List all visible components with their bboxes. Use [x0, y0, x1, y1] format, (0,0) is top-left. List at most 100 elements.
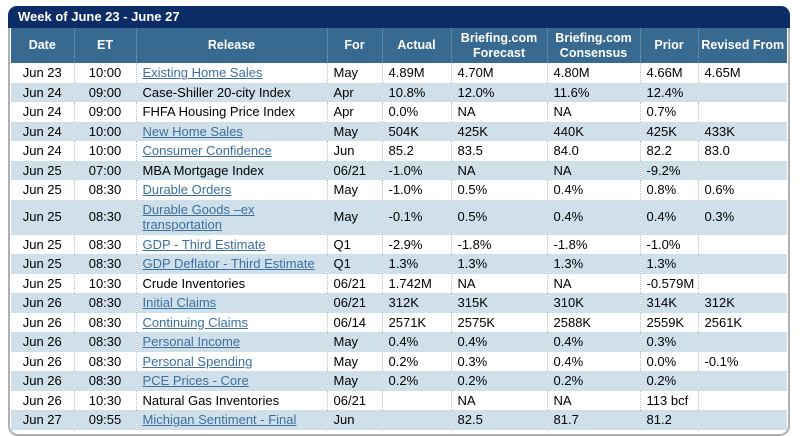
- cell-consensus: 84.0: [546, 141, 640, 161]
- cell-date: Jun 25: [22, 182, 62, 197]
- cell-consensus: NA: [546, 273, 640, 293]
- release-link[interactable]: Michigan Sentiment - Final: [142, 412, 297, 427]
- cell-revised: [697, 410, 787, 430]
- col-header-for: For: [326, 28, 382, 63]
- cell-for: Q1: [326, 234, 382, 254]
- cell-et: 10:00: [73, 63, 136, 83]
- cell-et: 08:30: [73, 293, 136, 313]
- cell-actual: [381, 410, 451, 430]
- cell-actual: 504K: [381, 121, 451, 141]
- cell-release: Personal Income: [135, 332, 327, 352]
- cell-release: Consumer Confidence: [135, 141, 327, 161]
- cell-forecast: 0.5%: [450, 180, 547, 200]
- cell-release: GDP Deflator - Third Estimate: [135, 254, 327, 274]
- cell-prior: 0.7%: [639, 102, 698, 122]
- cell-actual: 1.3%: [381, 254, 451, 274]
- cell-for: Jun: [326, 141, 382, 161]
- cell-et: 10:00: [73, 121, 136, 141]
- cell-actual: 0.2%: [381, 371, 451, 391]
- cell-consensus: 4.80M: [546, 63, 640, 83]
- cell-for: May: [326, 63, 382, 83]
- col-header-briefing-forecast: Briefing.com Forecast: [450, 28, 547, 63]
- table-row: Jun 25 10:30 Crude Inventories 06/21 1.742M N…: [11, 273, 787, 293]
- cell-date: Jun 26: [22, 334, 62, 349]
- cell-actual: 0.0%: [381, 102, 451, 122]
- col-header-actual: Actual: [381, 28, 451, 63]
- release-link[interactable]: GDP Deflator - Third Estimate: [142, 256, 315, 271]
- cell-et: 09:00: [73, 102, 136, 122]
- cell-revised: -0.1%: [697, 351, 787, 371]
- cell-revised: [697, 102, 787, 122]
- cell-et: 10:30: [73, 390, 136, 410]
- cell-release: PCE Prices - Core: [135, 371, 327, 391]
- release-link[interactable]: Personal Spending: [142, 353, 253, 369]
- cell-forecast: 0.4%: [450, 332, 547, 352]
- page-title: Week of June 23 - June 27: [18, 9, 180, 24]
- cell-actual: -1.0%: [381, 180, 451, 200]
- cell-date: Jun 25: [22, 209, 62, 225]
- cell-prior: 4.66M: [639, 63, 698, 83]
- release-link[interactable]: Existing Home Sales: [142, 65, 263, 80]
- week-title-bar: Week of June 23 - June 27: [8, 6, 790, 28]
- cell-consensus: 0.4%: [546, 199, 640, 235]
- release-link[interactable]: New Home Sales: [142, 123, 243, 139]
- release-link[interactable]: GDP - Third Estimate: [142, 236, 266, 252]
- table-row: Jun 26 08:30 Personal Spending May 0.2% 0.3% 0…: [11, 351, 787, 371]
- cell-for: 06/21: [326, 273, 382, 293]
- col-header-revised-from: Revised From: [697, 28, 787, 63]
- cell-revised: [697, 254, 787, 274]
- cell-forecast: NA: [450, 102, 547, 122]
- cell-actual: 0.2%: [381, 351, 451, 371]
- table-row: Jun 24 10:00 New Home Sales May 504K 425K 440K…: [11, 121, 787, 141]
- cell-revised: [697, 82, 787, 102]
- cell-forecast: 0.2%: [450, 371, 547, 391]
- cell-release: MBA Mortgage Index: [135, 160, 327, 180]
- cell-release: Personal Spending: [135, 351, 327, 371]
- cell-revised: 0.3%: [697, 199, 787, 235]
- table-row: Jun 23 10:00 Existing Home Sales May 4.89M 4.…: [11, 63, 787, 83]
- cell-actual: 85.2: [381, 141, 451, 161]
- cell-et: 08:30: [73, 312, 136, 332]
- cell-prior: 1.3%: [639, 254, 698, 274]
- cell-release: Durable Orders: [135, 180, 327, 200]
- cell-consensus: 440K: [546, 121, 640, 141]
- cell-prior: 0.0%: [639, 351, 698, 371]
- release-link[interactable]: Personal Income: [142, 334, 241, 349]
- cell-release: Initial Claims: [135, 293, 327, 313]
- cell-date: Jun 26: [22, 353, 62, 369]
- cell-prior: 113 bcf: [639, 390, 698, 410]
- cell-for: Apr: [326, 82, 382, 102]
- cell-date: Jun 26: [22, 295, 62, 310]
- cell-et: 08:30: [73, 254, 136, 274]
- release-link[interactable]: Durable Orders: [142, 182, 232, 197]
- release-link[interactable]: Continuing Claims: [142, 314, 249, 330]
- cell-date: Jun 25: [22, 162, 62, 178]
- release-link[interactable]: Consumer Confidence: [142, 143, 272, 158]
- cell-prior: 82.2: [639, 141, 698, 161]
- cell-release: Durable Goods –ex transportation: [135, 199, 327, 235]
- table-row: Jun 26 08:30 PCE Prices - Core May 0.2% 0.2% 0…: [11, 371, 787, 391]
- cell-revised: 2561K: [697, 312, 787, 332]
- release-link[interactable]: PCE Prices - Core: [142, 373, 249, 388]
- table-row: Jun 24 10:00 Consumer Confidence Jun 85.2 83.…: [11, 141, 787, 161]
- cell-consensus: 0.4%: [546, 351, 640, 371]
- cell-et: 08:30: [73, 351, 136, 371]
- cell-for: Q1: [326, 254, 382, 274]
- cell-revised: [697, 332, 787, 352]
- cell-release: FHFA Housing Price Index: [135, 102, 327, 122]
- cell-release: Continuing Claims: [135, 312, 327, 332]
- table-row: Jun 25 08:30 GDP Deflator - Third Estimate…: [11, 254, 787, 274]
- cell-date: Jun 24: [22, 84, 62, 100]
- cell-for: 06/14: [326, 312, 382, 332]
- cell-consensus: 310K: [546, 293, 640, 313]
- cell-actual: 312K: [381, 293, 451, 313]
- cell-for: May: [326, 332, 382, 352]
- release-link[interactable]: Durable Goods –ex transportation: [142, 201, 255, 233]
- release-link[interactable]: Initial Claims: [142, 295, 217, 310]
- cell-forecast: 1.3%: [450, 254, 547, 274]
- cell-date: Jun 26: [22, 392, 62, 408]
- cell-forecast: 425K: [450, 121, 547, 141]
- cell-forecast: 4.70M: [450, 63, 547, 83]
- cell-forecast: 82.5: [450, 410, 547, 430]
- header-row: Date ET Release For Actual Briefing.com …: [11, 28, 787, 63]
